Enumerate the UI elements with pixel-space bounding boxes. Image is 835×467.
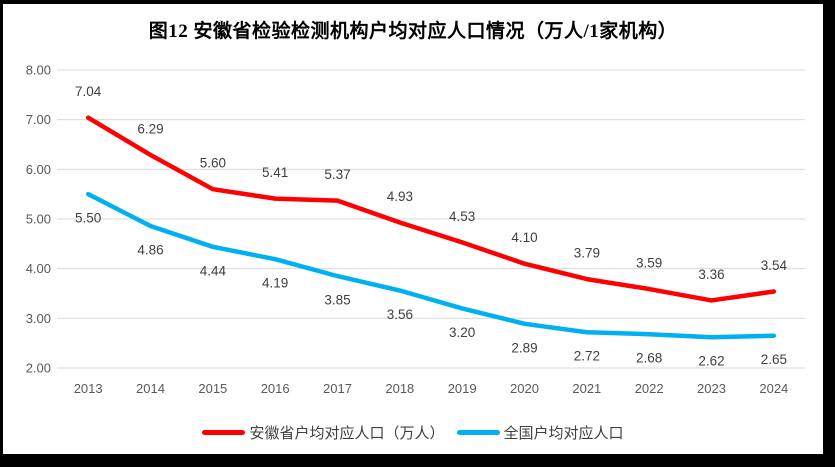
gridlines [57,69,805,369]
data-label: 4.93 [387,189,413,204]
data-label: 5.50 [75,211,101,226]
data-label: 3.36 [698,267,724,282]
data-label: 3.56 [387,307,413,322]
x-tick-label: 2024 [759,381,788,396]
data-label: 4.44 [200,263,227,278]
data-labels: 7.04 6.29 5.60 5.41 5.37 4.93 4.53 4.10 3.79 3.59… [75,84,787,369]
x-tick-label: 2015 [198,381,227,396]
x-tick-label: 2013 [74,381,103,396]
x-tick-label: 2021 [572,381,601,396]
data-label: 3.59 [636,256,662,271]
data-label: 5.41 [262,165,288,180]
x-tick-label: 2023 [697,381,726,396]
data-label: 4.86 [137,242,163,257]
y-tick-label: 2.00 [26,361,51,376]
data-label: 7.04 [75,84,102,99]
y-tick-label: 4.00 [26,261,51,276]
data-label: 3.54 [761,258,788,273]
data-label: 2.62 [698,354,724,369]
legend: 安徽省户均对应人口（万人） 全国户均对应人口 [3,421,823,443]
x-tick-label: 2019 [448,381,477,396]
chart-title: 图12 安徽省检验检测机构户均对应人口情况（万人/1家机构） [148,21,678,42]
data-label: 2.72 [574,349,600,364]
data-label: 3.79 [574,246,600,261]
data-label: 2.89 [511,340,537,355]
data-label: 3.85 [324,293,350,308]
series-lines [85,115,777,340]
y-axis-labels: 8.00 7.00 6.00 5.00 4.00 3.00 2.00 [26,63,51,376]
series-line [85,191,777,340]
y-tick-label: 7.00 [26,112,51,127]
data-label: 4.10 [511,230,537,245]
x-tick-label: 2020 [510,381,539,396]
data-label: 3.20 [449,325,475,340]
data-label: 5.37 [324,167,350,182]
data-label: 4.53 [449,209,475,224]
x-tick-label: 2014 [136,381,165,396]
legend-label: 安徽省户均对应人口（万人） [249,424,445,442]
x-tick-label: 2017 [323,381,352,396]
x-tick-label: 2022 [635,381,664,396]
legend-item: 全国户均对应人口 [456,422,624,443]
y-tick-label: 3.00 [26,311,51,326]
data-label: 2.68 [636,351,662,366]
legend-swatch [456,429,500,435]
legend-label: 全国户均对应人口 [503,424,624,442]
data-label: 5.60 [200,156,226,171]
x-axis-labels: 2013 2014 2015 2016 2017 2018 2019 2020 2021 2022… [74,381,789,396]
y-tick-label: 5.00 [26,212,51,227]
plot-area: 8.007.006.005.004.003.002.00 2013 2014 201… [26,63,805,396]
data-label: 4.19 [262,276,288,291]
series-line [85,115,777,303]
y-tick-label: 8.00 [26,63,51,78]
y-tick-label: 6.00 [26,162,51,177]
legend-item: 安徽省户均对应人口（万人） [202,422,445,443]
x-tick-label: 2018 [385,381,414,396]
x-tick-label: 2016 [261,381,290,396]
data-label: 6.29 [137,121,163,136]
legend-swatch [202,429,246,435]
data-label: 2.65 [761,352,787,367]
